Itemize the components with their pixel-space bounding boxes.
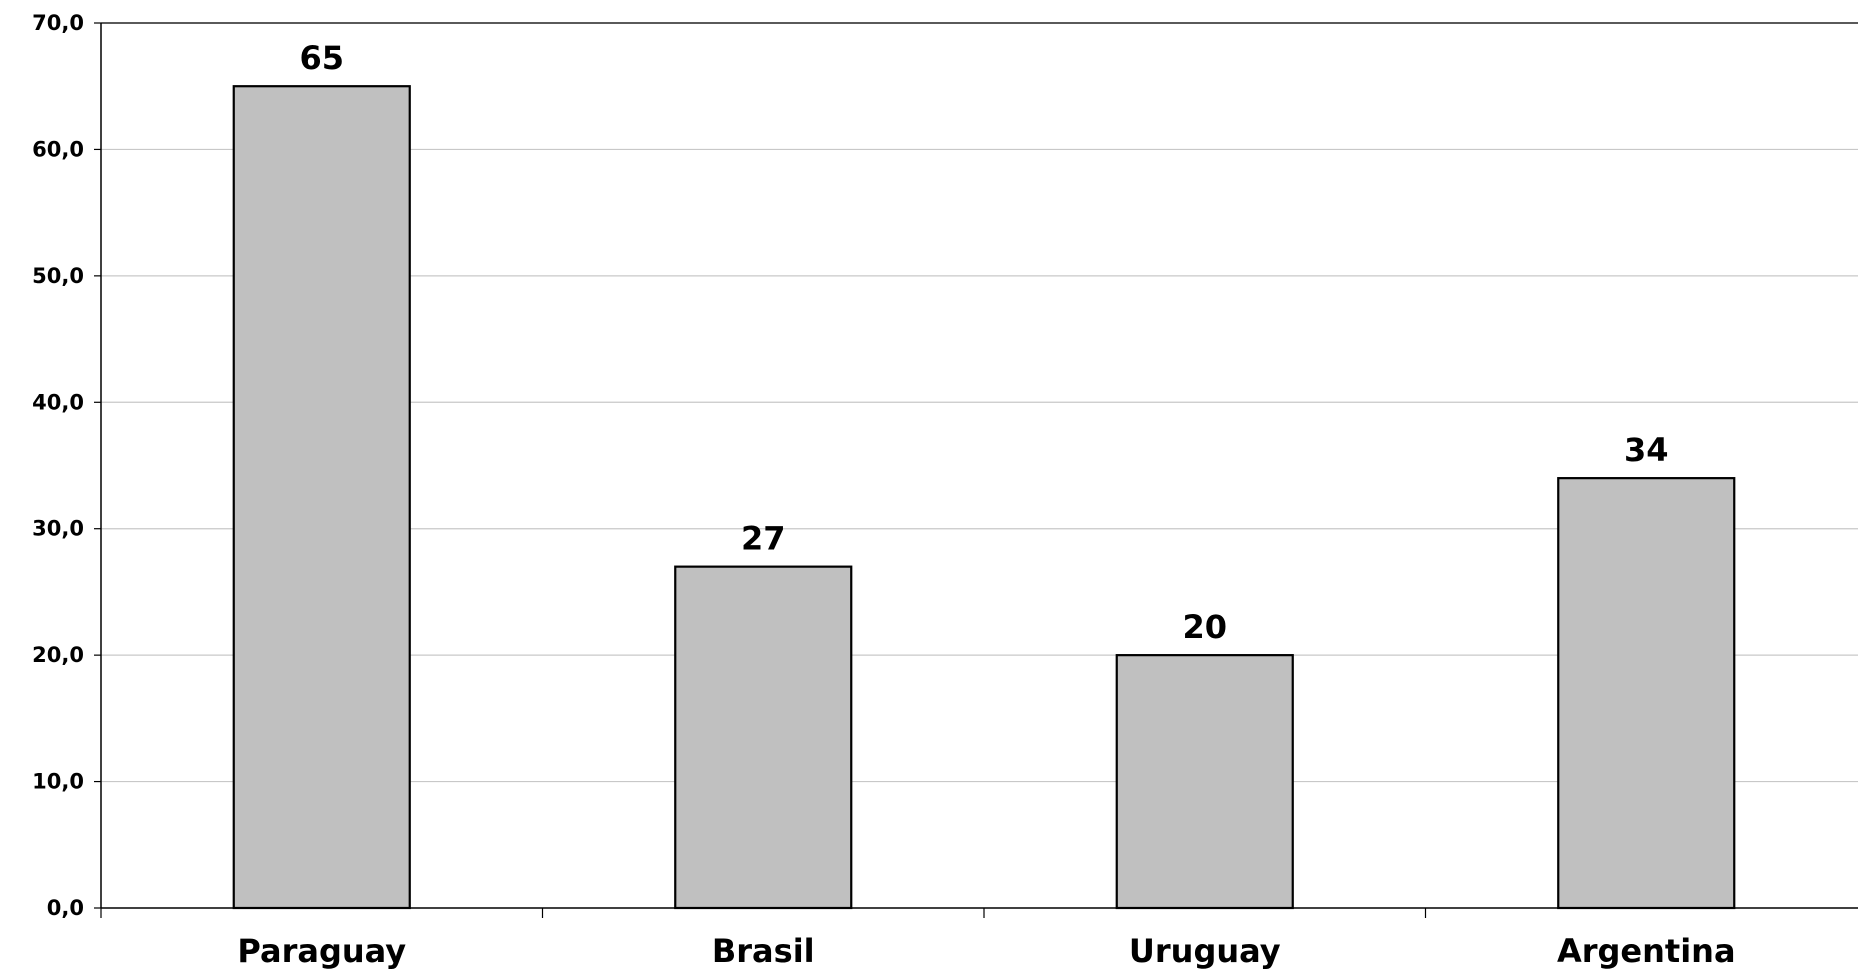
x-tick-label: Brasil (712, 932, 815, 970)
axes (94, 22, 1858, 918)
y-tick-label: 70,0 (32, 11, 84, 35)
y-tick-label: 0,0 (47, 896, 84, 920)
y-tick-label: 50,0 (32, 264, 84, 288)
y-tick-label: 40,0 (32, 390, 84, 414)
y-tick-label: 10,0 (32, 770, 84, 794)
data-label: 34 (1624, 431, 1669, 469)
data-label: 27 (741, 520, 786, 558)
y-tick-label: 30,0 (32, 517, 84, 541)
x-tick-label: Uruguay (1129, 932, 1281, 970)
data-label: 65 (299, 39, 344, 77)
bars (232, 85, 1736, 910)
bar (232, 85, 411, 910)
bar (1557, 477, 1736, 910)
labels: 0,0 10,0 20,0 30,0 40,0 50,0 60,0 70,0 65 Paragua… (32, 11, 1735, 970)
bar (674, 565, 853, 910)
y-tick-label: 60,0 (32, 137, 84, 161)
bar (1115, 654, 1294, 910)
y-tick-label: 20,0 (32, 643, 84, 667)
x-tick-label: Paraguay (237, 932, 406, 970)
x-tick-label: Argentina (1557, 932, 1736, 970)
data-label: 20 (1182, 608, 1227, 646)
